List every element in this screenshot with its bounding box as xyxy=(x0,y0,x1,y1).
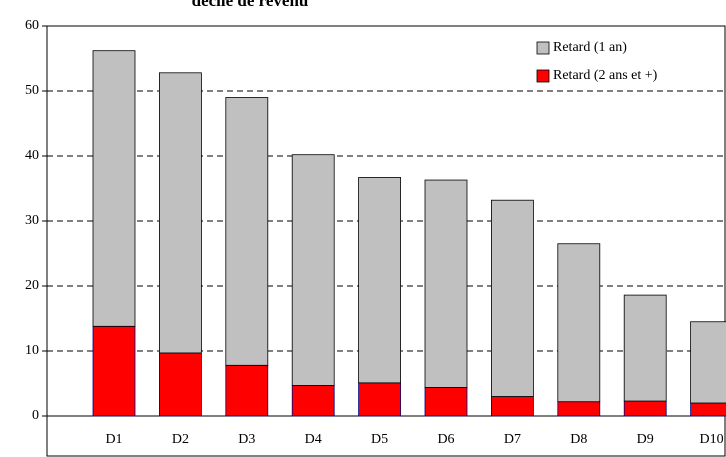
x-tick-label: D7 xyxy=(504,432,521,447)
plot-frame xyxy=(46,25,726,457)
x-tick-label: D2 xyxy=(172,432,189,447)
y-tick-label: 30 xyxy=(25,213,39,228)
bar-segment xyxy=(158,352,202,417)
bar-segment xyxy=(92,325,136,417)
bar-segment xyxy=(424,179,468,388)
x-tick-label: D4 xyxy=(305,432,322,447)
bar-segment xyxy=(557,243,601,403)
bar-segment xyxy=(291,385,335,417)
y-tick-label: 40 xyxy=(25,148,39,163)
y-tick-label: 50 xyxy=(25,83,39,98)
bar-segment xyxy=(358,177,402,384)
x-tick-label: D10 xyxy=(700,432,724,447)
bar-segment xyxy=(490,396,534,417)
chart-title: décile de revenu xyxy=(192,0,309,10)
bar-segment xyxy=(690,321,726,404)
bar-segment xyxy=(291,154,335,386)
bar-segment xyxy=(623,400,667,417)
legend-label: Retard (2 ans et +) xyxy=(553,68,658,83)
legend-swatch xyxy=(536,41,550,55)
x-tick-label: D3 xyxy=(238,432,255,447)
bar-segment xyxy=(358,382,402,417)
y-tick-label: 0 xyxy=(32,408,39,423)
y-tick-label: 10 xyxy=(25,343,39,358)
legend-label: Retard (1 an) xyxy=(553,40,627,55)
x-tick-label: D5 xyxy=(371,432,388,447)
bar-segment xyxy=(557,401,601,417)
bar-segment xyxy=(225,364,269,417)
bar-segment xyxy=(490,199,534,397)
bar-segment xyxy=(92,50,136,327)
x-tick-label: D1 xyxy=(105,432,122,447)
y-tick-label: 20 xyxy=(25,278,39,293)
x-tick-label: D9 xyxy=(637,432,654,447)
bar-segment xyxy=(158,72,202,354)
x-tick-label: D6 xyxy=(437,432,454,447)
bar-segment xyxy=(424,386,468,417)
legend-swatch xyxy=(536,69,550,83)
bar-segment xyxy=(225,97,269,366)
bar-segment xyxy=(623,294,667,402)
bar-segment xyxy=(690,402,726,417)
y-tick-label: 60 xyxy=(25,18,39,33)
x-tick-label: D8 xyxy=(570,432,587,447)
